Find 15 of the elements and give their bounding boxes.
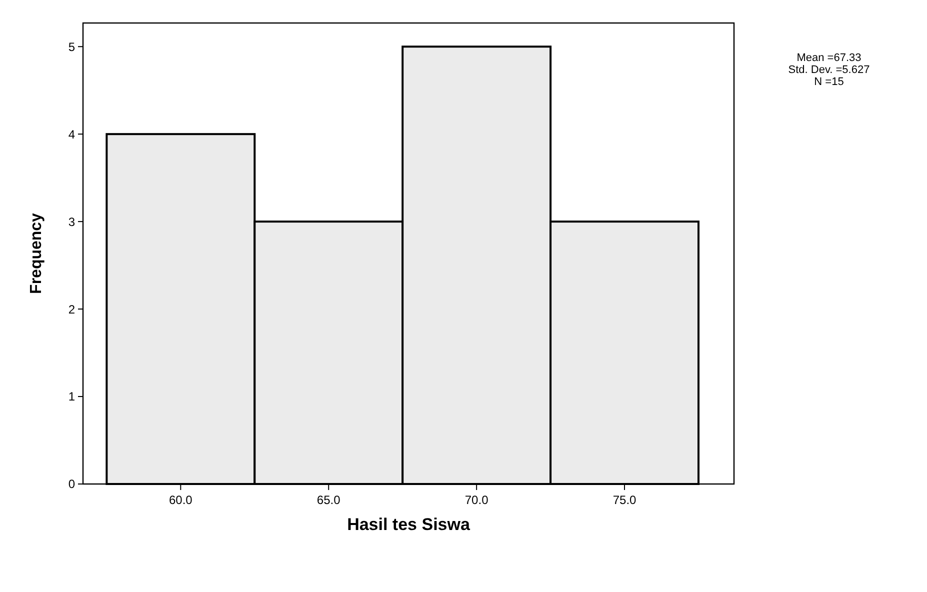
y-tick-label: 0	[68, 477, 76, 492]
text: Mean =67.33	[796, 52, 862, 64]
text: Std. Dev. =5.627	[788, 64, 870, 76]
x-axis-title: Hasil tes Siswa	[347, 515, 470, 534]
y-tick-label: 3	[68, 214, 76, 229]
x-tick-label: 70.0	[464, 493, 489, 507]
y-tick-label: 5	[68, 40, 76, 54]
y-axis-title: Frequency	[28, 212, 45, 294]
text: N =15	[814, 76, 844, 88]
y-tick-label: 1	[68, 390, 76, 404]
x-tick-label: 75.0	[612, 493, 637, 507]
y-tick-label: 4	[68, 127, 76, 142]
y-tick-label: 2	[68, 302, 76, 316]
x-tick-label: 60.0	[168, 493, 193, 507]
x-tick-label: 65.0	[316, 493, 341, 507]
